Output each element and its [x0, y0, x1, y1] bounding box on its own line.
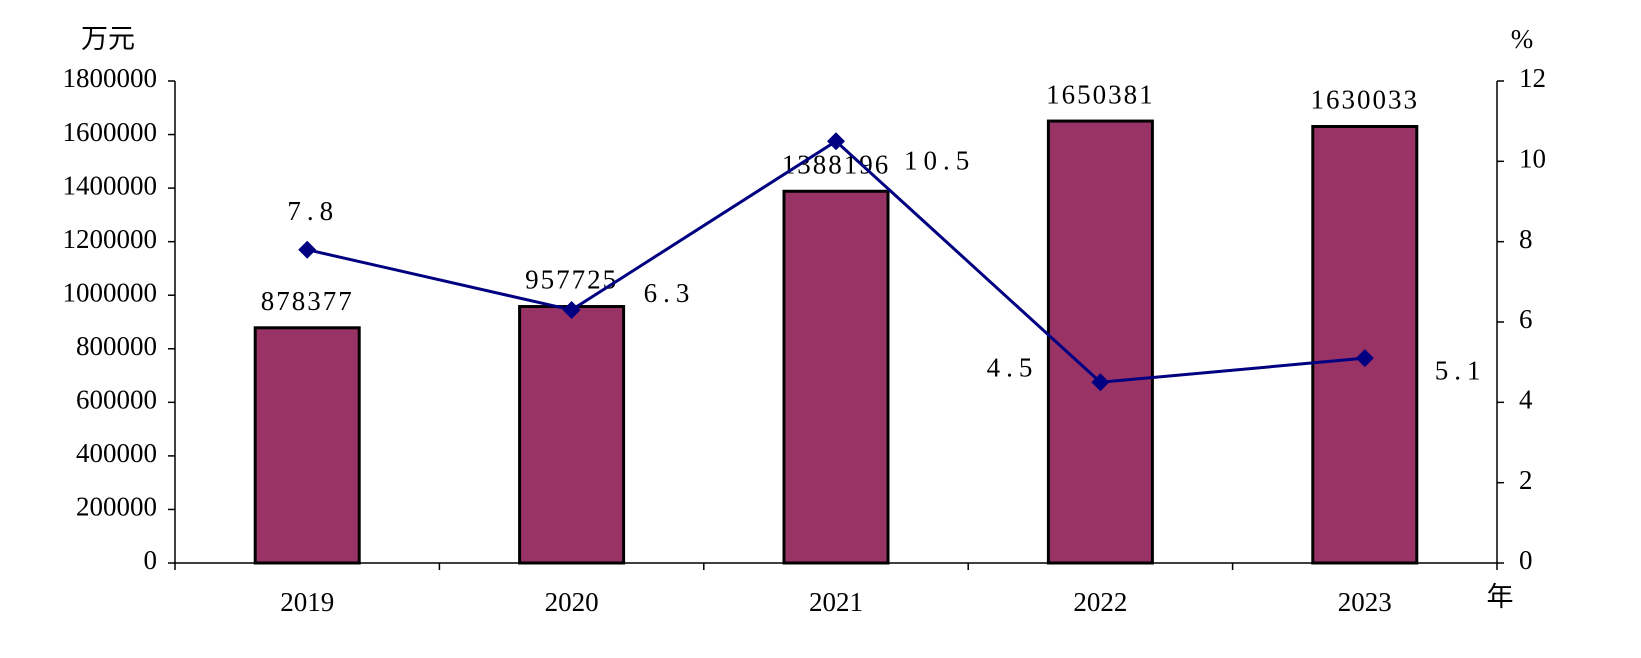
x-tick-label: 2021 [809, 587, 863, 617]
line-marker [1091, 373, 1110, 392]
y2-tick-label: 0 [1519, 545, 1533, 575]
y-tick-label: 0 [144, 545, 158, 575]
y-tick-label: 200000 [76, 492, 157, 522]
line-value-label: 7.8 [287, 196, 339, 226]
bar [253, 326, 361, 565]
x-axis-label: 年 [1487, 582, 1514, 612]
y-axis-label: 万元 [81, 24, 135, 54]
y2-tick-label: 8 [1519, 224, 1533, 254]
y2-tick-label: 12 [1519, 63, 1546, 93]
line-marker [827, 132, 845, 151]
line-value-label: 4.5 [987, 352, 1039, 382]
bar-value-label: 1630033 [1311, 85, 1420, 115]
y-tick-label: 1600000 [63, 117, 158, 147]
bar-value-label: 1650381 [1046, 79, 1155, 109]
y2-tick-label: 4 [1519, 385, 1533, 415]
bar-value-label: 878377 [261, 286, 354, 316]
y-tick-label: 1800000 [63, 63, 158, 93]
line-value-label: 6.3 [644, 278, 696, 308]
y-tick-label: 1400000 [63, 170, 158, 200]
y2-tick-label: 6 [1519, 304, 1533, 334]
y-tick-label: 800000 [76, 331, 157, 361]
y-tick-label: 1000000 [63, 277, 158, 307]
x-tick-label: 2019 [280, 587, 334, 617]
line-value-label: 5.1 [1435, 355, 1487, 385]
line-marker [1355, 349, 1374, 368]
line-marker [298, 240, 317, 259]
bar [782, 189, 890, 565]
y2-tick-label: 2 [1519, 465, 1533, 495]
y-tick-label: 1200000 [63, 224, 158, 254]
y2-tick-label: 10 [1519, 144, 1546, 174]
bar [1046, 119, 1154, 565]
x-tick-label: 2022 [1073, 587, 1127, 617]
line-value-label: 10.5 [904, 145, 975, 175]
x-tick-label: 2023 [1338, 587, 1392, 617]
bar [518, 305, 626, 565]
x-tick-label: 2020 [545, 587, 599, 617]
y-tick-label: 600000 [76, 385, 157, 415]
line-marker [562, 300, 581, 319]
y-tick-label: 400000 [76, 438, 157, 468]
bar [1311, 125, 1419, 565]
y2-axis-label: % [1511, 24, 1534, 54]
